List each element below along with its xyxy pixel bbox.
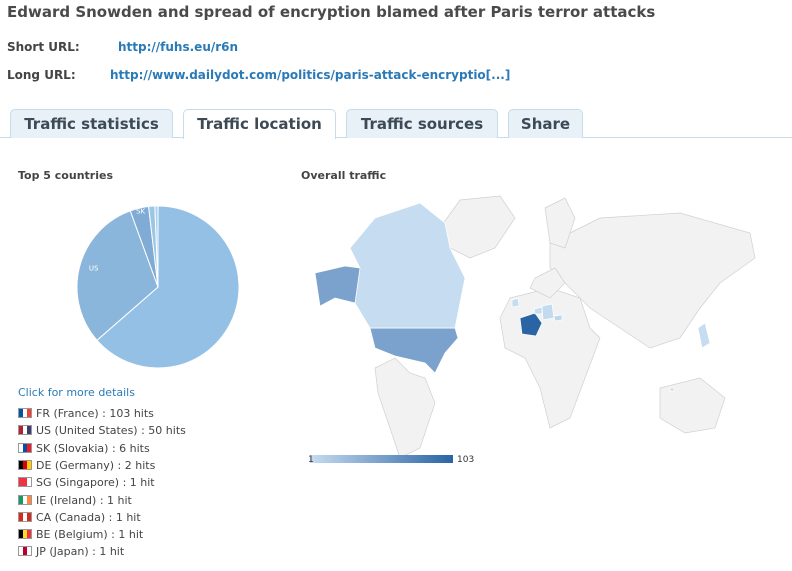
country-row: US (United States) : 50 hits — [18, 422, 186, 439]
country-row: JP (Japan) : 1 hit — [18, 543, 124, 560]
country-text: FR (France) : 103 hits — [36, 407, 154, 420]
country-row: SK (Slovakia) : 6 hits — [18, 440, 150, 457]
tab[interactable]: Traffic statistics — [10, 109, 173, 138]
tab-active[interactable]: Traffic location — [183, 109, 336, 139]
country-text: BE (Belgium) : 1 hit — [36, 528, 144, 542]
country-shape — [533, 306, 543, 315]
pie-label: SK — [136, 208, 145, 216]
flag — [18, 529, 32, 540]
south-europe — [529, 267, 566, 299]
pie-slice — [96, 205, 240, 369]
section-title: Top 5 countries — [18, 169, 113, 182]
country-row: CA (Canada) : 1 hit — [18, 509, 141, 526]
country-row: IE (Ireland) : 1 hit — [18, 492, 132, 509]
pie-slice — [154, 205, 159, 288]
page-title: Edward Snowden and spread of encryption … — [7, 3, 656, 21]
pie-label: US — [89, 264, 99, 272]
long-url-label: Long URL: — [7, 68, 76, 82]
flag — [18, 511, 32, 522]
country-text: SK (Slovakia) : 6 hits — [36, 441, 150, 455]
scale-bar — [310, 455, 453, 463]
australia — [659, 377, 726, 434]
country-shape — [349, 202, 466, 329]
tab[interactable]: Share — [508, 109, 583, 138]
scale-max: 103 — [457, 455, 474, 465]
world-map: 1 103 — [308, 195, 756, 465]
details-link[interactable]: Click for more details — [18, 386, 135, 399]
scandinavia — [544, 197, 576, 249]
country-shape — [519, 312, 543, 337]
short-url[interactable]: http://fuhs.eu/r6n — [118, 40, 239, 54]
country-row: DE (Germany) : 2 hits — [18, 457, 155, 474]
country-shape — [697, 322, 711, 349]
country-text: US (United States) : 50 hits — [36, 424, 186, 438]
short-url-label: Short URL: — [7, 40, 80, 54]
country-shape — [511, 297, 520, 308]
flag — [18, 459, 32, 470]
country-text: IE (Ireland) : 1 hit — [36, 493, 132, 507]
country-row: BE (Belgium) : 1 hit — [18, 526, 143, 543]
country-text: SG (Singapore) : 1 hit — [36, 476, 155, 490]
section-title: Overall traffic — [301, 169, 387, 182]
flag — [18, 546, 32, 557]
country-shape — [369, 327, 459, 374]
country-shape — [669, 387, 675, 392]
asia — [549, 212, 756, 349]
country-row: FR (France) : 103 hits — [18, 405, 154, 422]
country-shape — [553, 314, 563, 322]
alaska — [314, 265, 361, 307]
country-text: JP (Japan) : 1 hit — [36, 545, 125, 559]
pie-slice — [76, 210, 159, 341]
tab[interactable]: Traffic sources — [346, 109, 498, 138]
greenland — [439, 195, 516, 259]
flag — [18, 442, 32, 453]
country-shape — [541, 303, 555, 321]
country-text: CA (Canada) : 1 hit — [36, 510, 141, 524]
south-america — [374, 357, 436, 459]
scale-min: 1 — [308, 455, 314, 465]
flag — [18, 477, 32, 488]
flag — [18, 425, 32, 436]
flag — [18, 408, 32, 418]
country-row: SG (Singapore) : 1 hit — [18, 474, 155, 491]
pie-label: FR — [254, 323, 263, 331]
flag — [18, 494, 32, 505]
country-text: DE (Germany) : 2 hits — [36, 458, 156, 472]
pie-chart: FR US SK — [76, 205, 263, 369]
long-url[interactable]: http://www.dailydot.com/politics/paris-a… — [110, 68, 511, 82]
